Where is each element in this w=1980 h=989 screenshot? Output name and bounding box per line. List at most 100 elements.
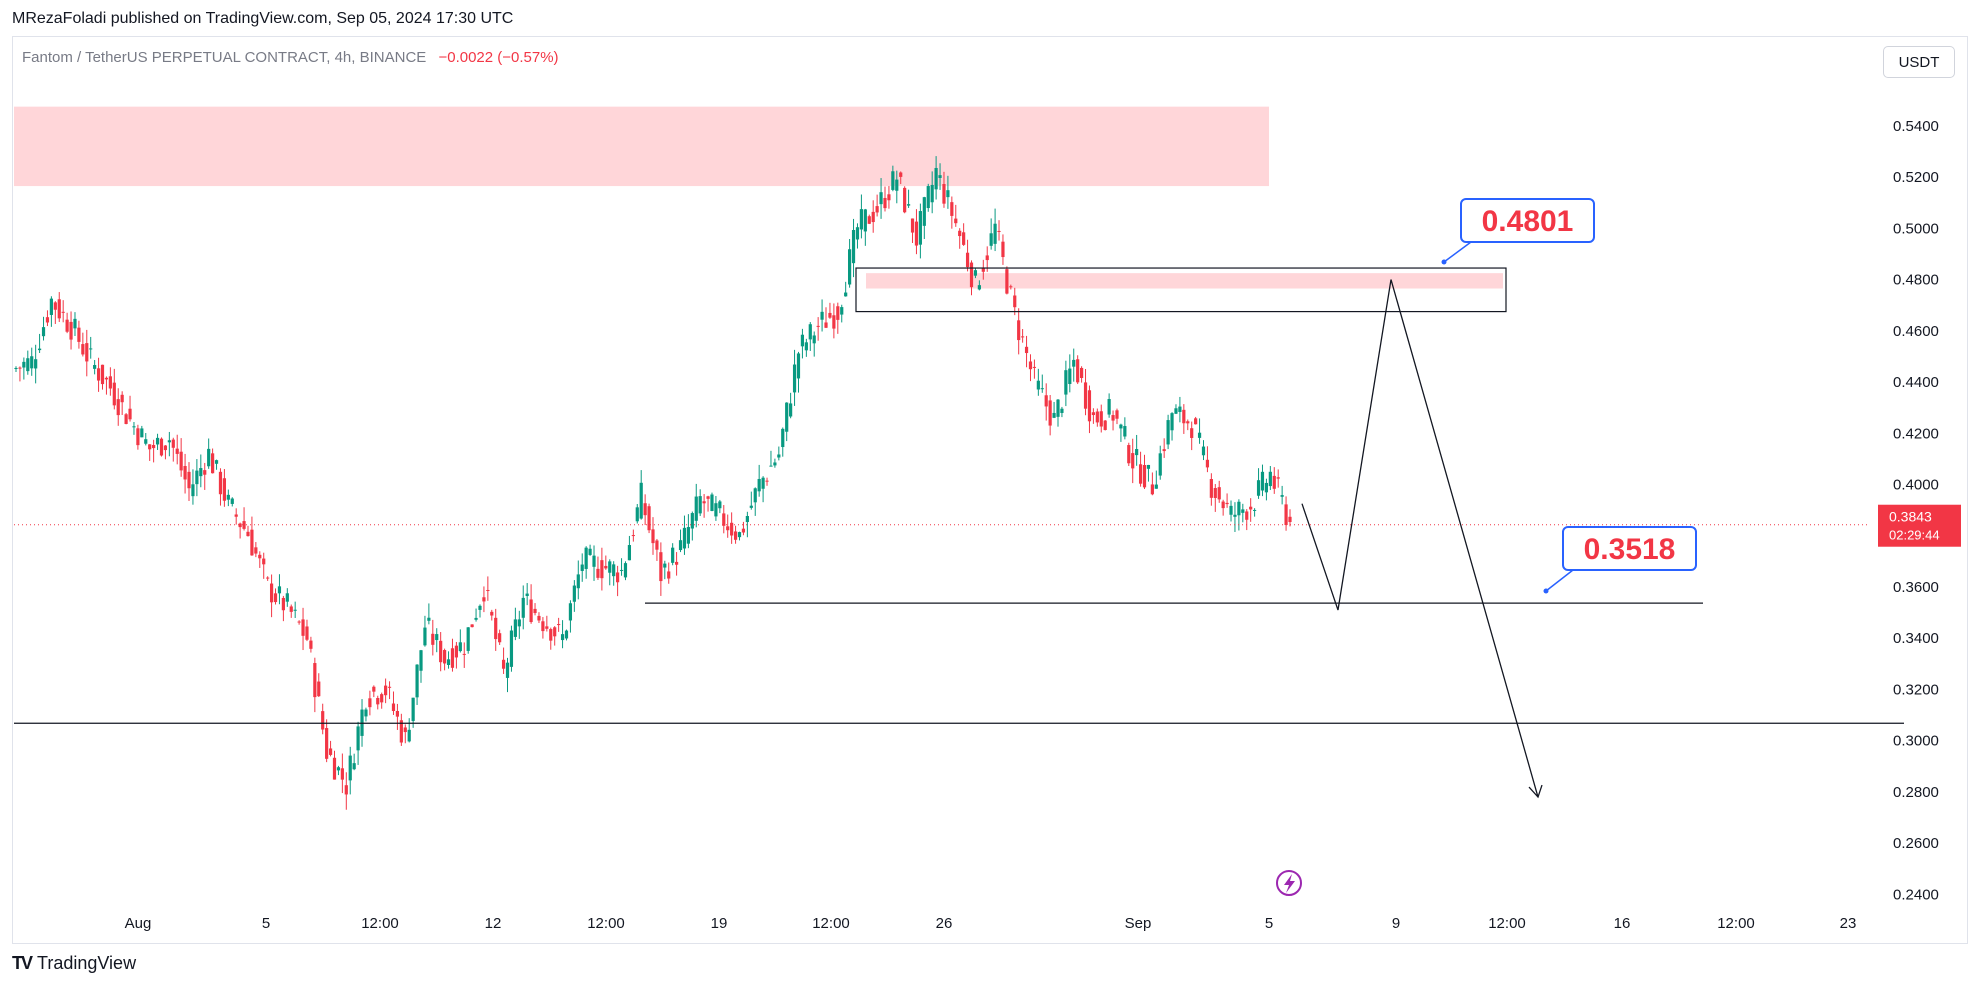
candle-body: [934, 167, 938, 190]
candle-body: [246, 531, 250, 537]
candle-body: [588, 548, 592, 555]
candle-body: [211, 453, 215, 474]
candle-body: [1197, 432, 1202, 438]
candle: [1178, 396, 1182, 423]
candle: [454, 641, 458, 669]
candle: [1213, 484, 1217, 512]
y-tick-label: 0.3400: [1893, 630, 1939, 647]
candle: [1276, 469, 1280, 488]
candle: [718, 499, 722, 514]
supply-zone-1[interactable]: [14, 106, 1269, 187]
y-tick-label: 0.2400: [1893, 886, 1939, 903]
candle-body: [1138, 464, 1143, 484]
candle: [203, 462, 207, 490]
candle-body: [914, 221, 919, 246]
candle: [380, 692, 384, 709]
candle: [824, 307, 828, 329]
symbol-name: Fantom / TetherUS PERPETUAL CONTRACT, 4h…: [22, 49, 427, 66]
candle: [647, 503, 651, 534]
candle-body: [301, 619, 305, 636]
candle: [93, 360, 97, 375]
candle: [1229, 500, 1233, 522]
candle-body: [997, 230, 1001, 232]
price-callout-1[interactable]: 0.4801: [1441, 198, 1595, 265]
projection-path[interactable]: [1301, 279, 1539, 798]
callout-pointer: [1545, 569, 1574, 592]
candle-body: [1056, 399, 1060, 417]
candle-body: [61, 311, 65, 313]
candle: [749, 491, 753, 510]
symbol-legend[interactable]: Fantom / TetherUS PERPETUAL CONTRACT, 4h…: [22, 49, 559, 66]
candle: [104, 376, 109, 395]
candle-body: [230, 498, 234, 504]
currency-button[interactable]: USDT: [1883, 46, 1955, 78]
candle: [116, 388, 120, 426]
candle: [1107, 393, 1111, 418]
candle: [733, 525, 738, 544]
candle-body: [53, 302, 57, 310]
candle: [1032, 359, 1037, 379]
candle: [914, 209, 919, 255]
candle: [1260, 464, 1265, 497]
candle-body: [753, 488, 757, 503]
candle-body: [1150, 484, 1154, 495]
candle-body: [875, 206, 879, 213]
candle: [631, 529, 635, 542]
candle: [462, 642, 466, 668]
price-callout-2[interactable]: 0.3518: [1543, 526, 1697, 594]
candle-body: [1111, 415, 1115, 421]
candle-body: [1276, 477, 1280, 479]
y-tick-label: 0.4200: [1893, 425, 1939, 442]
candle-body: [891, 171, 895, 190]
resistance-box[interactable]: [855, 267, 1507, 313]
x-tick-label: 5: [262, 915, 270, 932]
x-tick-label: 12:00: [812, 915, 850, 932]
candle: [753, 487, 757, 516]
callout-anchor-dot: [1441, 259, 1447, 265]
candle: [895, 170, 899, 204]
candle: [348, 746, 352, 795]
candle: [387, 681, 392, 700]
candle: [1052, 401, 1056, 419]
candle-body: [1288, 516, 1292, 523]
candle-body: [411, 697, 415, 721]
candle: [737, 531, 742, 541]
candle-body: [140, 428, 144, 438]
candle-body: [722, 513, 726, 526]
candle-body: [1135, 449, 1139, 456]
candle-body: [77, 327, 81, 342]
candle: [871, 200, 875, 233]
candle-body: [851, 230, 856, 264]
candle: [325, 719, 329, 763]
x-tick-label: 12:00: [361, 915, 399, 932]
candle: [273, 588, 278, 605]
candle-body: [132, 426, 136, 428]
candle: [466, 627, 470, 654]
candle: [218, 468, 223, 506]
candle: [851, 218, 856, 278]
candle: [777, 446, 781, 461]
candle-body: [462, 653, 466, 655]
candle: [1201, 440, 1206, 461]
candle: [1253, 508, 1257, 517]
candle: [730, 512, 734, 544]
candle-body: [545, 626, 549, 629]
candle: [328, 740, 333, 757]
supply-zone-2[interactable]: [866, 273, 1503, 289]
candle-body: [1044, 395, 1048, 407]
candle: [250, 516, 254, 556]
candle-body: [250, 529, 254, 556]
candle: [800, 328, 805, 359]
candle: [305, 619, 309, 642]
candle: [501, 647, 506, 674]
candle-body: [1017, 320, 1021, 341]
candle: [293, 601, 297, 618]
candle: [1162, 438, 1166, 458]
lightning-icon[interactable]: [1276, 870, 1302, 896]
candle: [277, 574, 282, 605]
candle: [706, 495, 710, 512]
candle-body: [958, 230, 962, 237]
candle-body: [474, 617, 478, 620]
y-tick-label: 0.3600: [1893, 579, 1939, 596]
